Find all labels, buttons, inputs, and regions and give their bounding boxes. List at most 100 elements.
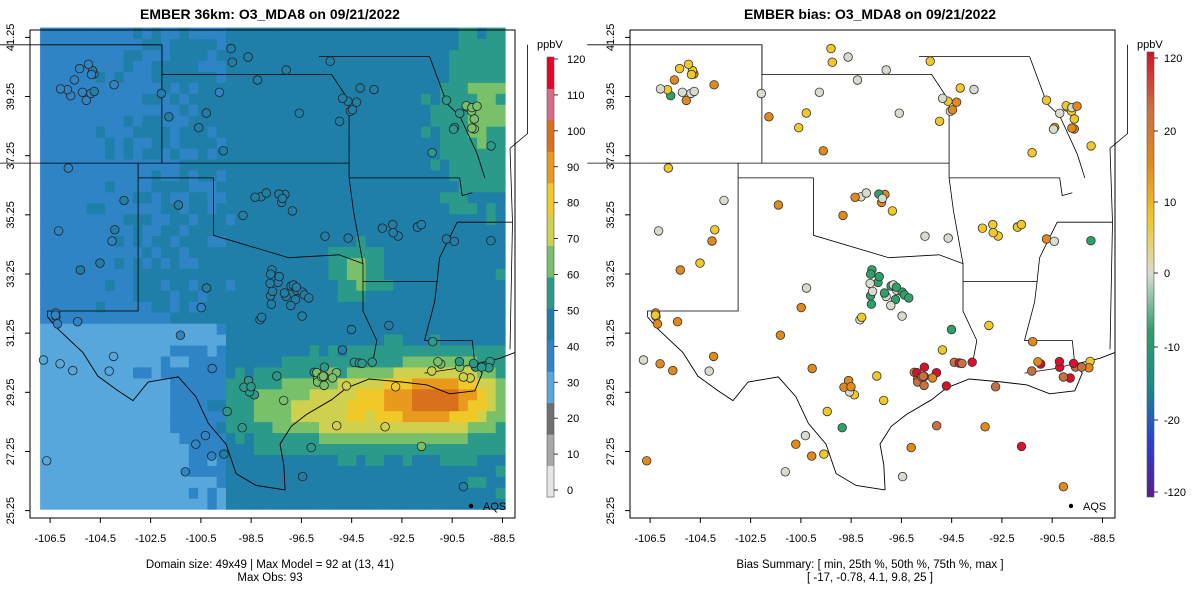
model-grid-cell (77, 465, 88, 477)
model-grid-cell (421, 454, 432, 466)
model-grid-cell (281, 399, 292, 412)
model-grid-cell (198, 323, 208, 335)
model-grid-cell (123, 454, 134, 466)
model-grid-cell (374, 213, 385, 226)
model-grid-cell (477, 71, 487, 83)
model-grid-cell (188, 476, 199, 488)
model-grid-cell (77, 290, 88, 302)
model-grid-cell (263, 202, 274, 215)
model-grid-cell (179, 169, 190, 182)
model-grid-cell (458, 115, 469, 127)
model-grid-cell (439, 202, 450, 215)
model-grid-cell (328, 355, 339, 368)
model-grid-cell (384, 27, 394, 40)
model-grid-cell (105, 104, 115, 116)
model-grid-cell (170, 399, 181, 412)
model-grid-cell (49, 334, 60, 346)
model-grid-cell (142, 49, 153, 61)
model-grid-cell (95, 410, 106, 423)
model-grid-cell (142, 169, 153, 182)
model-grid-cell (160, 465, 171, 477)
model-grid-cell (49, 202, 60, 215)
model-grid-cell (67, 290, 78, 302)
model-grid-cell (319, 202, 329, 215)
model-grid-cell (188, 290, 199, 302)
model-grid-cell (291, 60, 301, 72)
bias-site-marker (1067, 123, 1077, 133)
model-grid-cell (67, 487, 78, 499)
model-grid-cell (421, 202, 432, 215)
model-grid-cell (142, 224, 153, 237)
model-grid-cell (384, 224, 394, 237)
model-grid-cell (188, 355, 199, 368)
model-grid-cell (105, 71, 115, 83)
state-boundary (963, 280, 1073, 341)
model-grid-cell (142, 202, 153, 215)
model-grid-cell (486, 421, 497, 434)
bias-site-marker (906, 442, 916, 453)
model-grid-cell (430, 104, 441, 116)
model-grid-cell (207, 49, 218, 61)
model-grid-cell (226, 366, 236, 379)
model-grid-cell (272, 137, 283, 149)
model-grid-cell (151, 399, 162, 412)
model-grid-cell (337, 104, 348, 116)
model-grid-cell (49, 410, 60, 423)
model-grid-cell (170, 323, 181, 335)
obs-site-marker (472, 101, 482, 111)
model-grid-cell (393, 498, 404, 510)
model-grid-cell (114, 213, 125, 226)
model-grid-cell (179, 498, 190, 510)
model-grid-cell (142, 421, 153, 434)
model-grid-cell (384, 366, 394, 379)
model-grid-cell (486, 345, 497, 357)
model-grid-cell (365, 213, 376, 226)
model-grid-cell (133, 355, 143, 368)
model-grid-cell (356, 366, 367, 379)
model-grid-cell (467, 301, 478, 313)
model-grid-cell (142, 323, 153, 335)
model-grid-cell (319, 93, 329, 105)
model-grid-cell (449, 268, 460, 280)
model-grid-cell (49, 465, 60, 477)
model-grid-cell (179, 268, 190, 280)
y-tick-label: 35.25 (605, 201, 617, 229)
model-grid-cell (328, 312, 339, 324)
model-grid-cell (291, 410, 301, 423)
model-grid-cell (467, 377, 478, 390)
model-grid-cell (486, 213, 497, 226)
model-grid-cell (393, 246, 404, 258)
model-grid-cell (105, 180, 115, 193)
model-grid-cell (319, 487, 329, 499)
model-grid-cell (402, 224, 413, 237)
model-grid-cell (346, 213, 357, 226)
model-grid-cell (467, 202, 478, 215)
obs-site-marker (81, 95, 92, 106)
model-grid-cell (151, 421, 162, 434)
model-grid-cell (319, 49, 329, 61)
model-grid-cell (467, 93, 478, 105)
model-grid-cell (160, 388, 171, 401)
model-grid-cell (458, 38, 469, 51)
model-grid-cell (170, 71, 181, 83)
model-grid-cell (319, 159, 329, 171)
model-grid-cell (486, 476, 497, 488)
colorbar-segment (547, 277, 554, 309)
obs-site-marker (193, 122, 204, 133)
bias-site-marker (886, 300, 896, 311)
model-grid-cell (430, 443, 441, 455)
model-grid-cell (179, 93, 190, 105)
model-grid-cell (188, 312, 199, 324)
model-grid-cell (67, 169, 78, 182)
model-grid-cell (58, 38, 69, 51)
model-grid-cell (226, 169, 236, 182)
model-grid-cell (49, 476, 60, 488)
bias-site-marker (955, 83, 965, 93)
model-grid-cell (244, 27, 255, 40)
model-grid-cell (300, 443, 311, 455)
model-grid-cell (300, 454, 311, 466)
model-grid-cell (235, 443, 246, 455)
y-tick-label: 29.25 (5, 379, 17, 407)
model-grid-cell (346, 202, 357, 215)
model-grid-cell (123, 399, 134, 412)
